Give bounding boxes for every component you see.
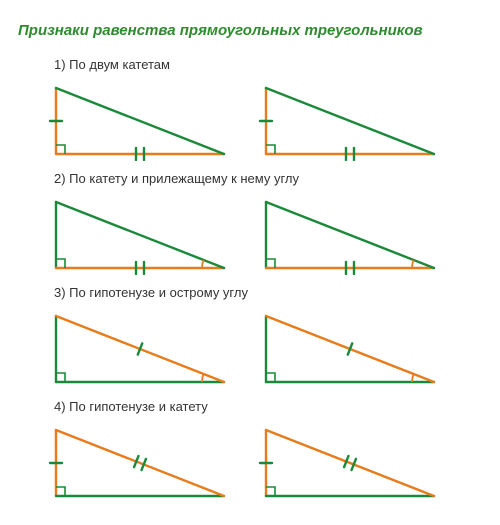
triangle-pair bbox=[46, 76, 482, 161]
triangle-diagram bbox=[256, 418, 446, 503]
triangle-pair bbox=[46, 190, 482, 275]
criterion-label: 2) По катету и прилежащему к нему углу bbox=[54, 171, 482, 186]
triangle-diagram bbox=[46, 190, 236, 275]
criteria-list: 1) По двум катетам 2) По катету и прилежа… bbox=[18, 57, 482, 503]
page-title: Признаки равенства прямоугольных треугол… bbox=[18, 22, 482, 39]
triangle-diagram bbox=[256, 190, 446, 275]
criterion-label: 3) По гипотенузе и острому углу bbox=[54, 285, 482, 300]
triangle-diagram bbox=[46, 304, 236, 389]
triangle-pair bbox=[46, 304, 482, 389]
criterion-label: 1) По двум катетам bbox=[54, 57, 482, 72]
triangle-diagram bbox=[256, 76, 446, 161]
triangle-diagram bbox=[46, 76, 236, 161]
criterion-label: 4) По гипотенузе и катету bbox=[54, 399, 482, 414]
triangle-diagram bbox=[46, 418, 236, 503]
triangle-diagram bbox=[256, 304, 446, 389]
triangle-pair bbox=[46, 418, 482, 503]
